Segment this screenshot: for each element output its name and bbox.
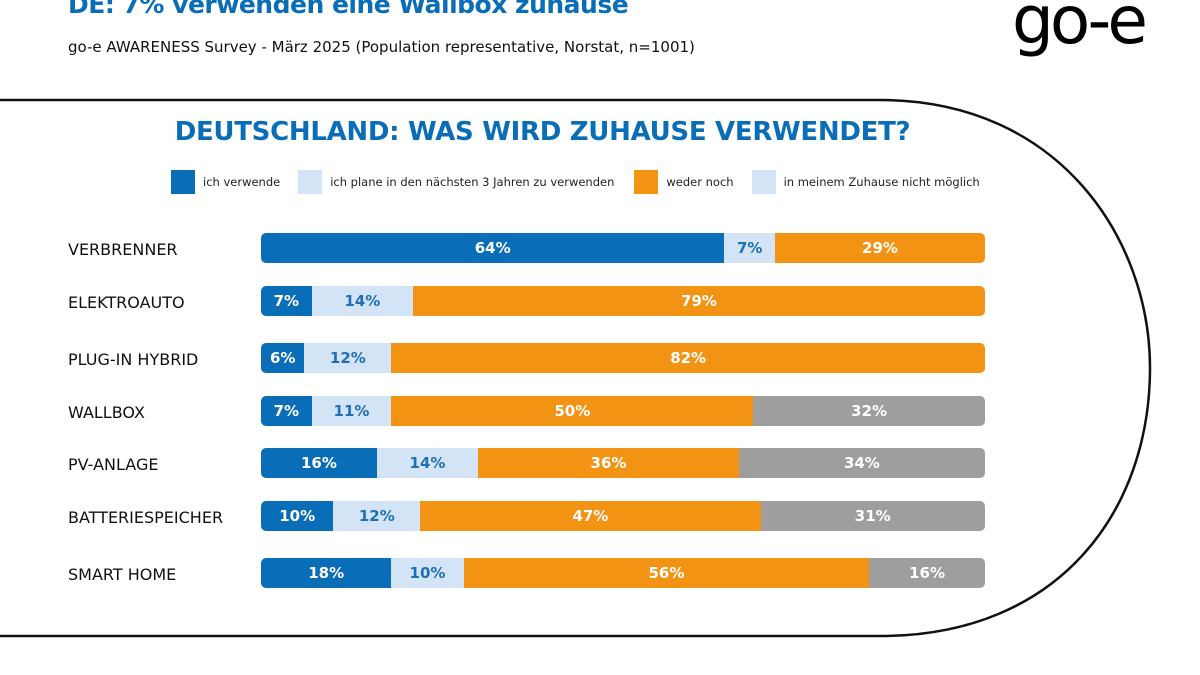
data-label: 18% (308, 564, 345, 582)
bar-segment: 14% (311, 286, 414, 316)
data-label: 14% (409, 454, 446, 472)
bar-segment: 29% (775, 233, 985, 263)
legend-swatch (298, 170, 323, 194)
data-label: 47% (572, 507, 609, 525)
legend-swatch (634, 170, 659, 194)
data-label: 29% (862, 239, 898, 257)
bar-row: PLUG-IN HYBRID 6% 12% 82% (68, 343, 988, 373)
category-label: WALLBOX (68, 403, 145, 422)
bar-row: SMART HOME 18% 10% 56% 16% (68, 558, 988, 588)
stacked-bar: 7% 11% 50% 32% (261, 396, 985, 426)
bar-segment: 79% (413, 286, 985, 316)
stacked-bar: 64% 7% 29% (261, 233, 985, 263)
bar-segment: 82% (391, 343, 985, 373)
bar-segment: 10% (261, 501, 334, 531)
bar-row: WALLBOX 7% 11% 50% 32% (68, 396, 988, 426)
bar-segment: 56% (463, 558, 870, 588)
data-label: 56% (648, 564, 685, 582)
data-label: 11% (333, 402, 370, 420)
bar-segment: 7% (261, 286, 312, 316)
data-label: 36% (590, 454, 627, 472)
bar-segment: 7% (261, 396, 312, 426)
bar-row: PV-ANLAGE 16% 14% 36% 34% (68, 448, 988, 478)
bar-segment: 31% (760, 501, 985, 531)
data-label: 64% (474, 239, 511, 257)
legend-label: weder noch (666, 175, 734, 189)
data-label: 7% (273, 292, 300, 310)
legend-label: ich verwende (203, 175, 281, 189)
data-label: 16% (300, 454, 337, 472)
data-label: 10% (409, 564, 446, 582)
legend: ich verwende ich plane in den nächsten 3 … (171, 170, 998, 194)
data-label: 12% (358, 507, 395, 525)
chart-title: DEUTSCHLAND: WAS WIRD ZUHAUSE VERWENDET? (174, 117, 911, 147)
legend-item: in meinem Zuhause nicht möglich (751, 170, 980, 194)
bar-segment: 16% (869, 558, 985, 588)
data-label: 16% (909, 564, 945, 582)
data-label: 79% (681, 292, 717, 310)
bar-segment: 32% (753, 396, 985, 426)
legend-label: ich plane in den nächsten 3 Jahren zu ve… (330, 175, 615, 189)
bar-segment: 12% (304, 343, 392, 373)
bar-row: ELEKTROAUTO 7% 14% 79% (68, 286, 988, 316)
bar-segment: 14% (376, 448, 479, 478)
category-label: PLUG-IN HYBRID (68, 350, 199, 369)
bar-segment: 7% (724, 233, 776, 263)
page-subtitle: go-e AWARENESS Survey - März 2025 (Popul… (68, 38, 695, 56)
legend-swatch (751, 170, 776, 194)
bar-segment: 64% (261, 233, 725, 263)
stacked-bar: 10% 12% 47% 31% (261, 501, 985, 531)
bar-segment: 50% (391, 396, 754, 426)
data-label: 6% (269, 349, 296, 367)
data-label: 34% (843, 454, 880, 472)
data-label: 82% (670, 349, 707, 367)
category-label: BATTERIESPEICHER (68, 508, 224, 527)
page-title: DE: 7% verwenden eine Wallbox zuhause (68, 0, 629, 19)
bar-segment: 34% (738, 448, 985, 478)
bar-segment: 18% (261, 558, 392, 588)
legend-item: ich verwende (171, 170, 280, 194)
bar-row: VERBRENNER 64% 7% 29% (68, 233, 988, 263)
category-label: ELEKTROAUTO (68, 293, 185, 312)
data-label: 10% (279, 507, 316, 525)
legend-item: ich plane in den nächsten 3 Jahren zu ve… (298, 170, 614, 194)
data-label: 50% (554, 402, 591, 420)
bar-segment: 47% (420, 501, 761, 531)
data-label: 31% (854, 507, 891, 525)
category-label: VERBRENNER (68, 240, 178, 259)
data-label: 14% (344, 292, 381, 310)
bar-segment: 36% (478, 448, 739, 478)
legend-label: in meinem Zuhause nicht möglich (783, 175, 980, 189)
data-label: 12% (329, 349, 366, 367)
go-e-logo: go-e (1012, 0, 1148, 59)
bar-segment: 16% (261, 448, 377, 478)
bar-segment: 12% (333, 501, 421, 531)
stacked-bar: 16% 14% 36% 34% (261, 448, 985, 478)
bar-segment: 6% (261, 343, 305, 373)
data-label: 7% (736, 239, 763, 257)
legend-swatch (171, 170, 195, 194)
data-label: 7% (273, 402, 300, 420)
bar-row: BATTERIESPEICHER 10% 12% 47% 31% (68, 501, 988, 531)
category-label: PV-ANLAGE (68, 455, 159, 474)
bar-segment: 10% (391, 558, 464, 588)
bar-segment: 11% (311, 396, 392, 426)
legend-item: weder noch (634, 170, 734, 194)
stacked-bar: 18% 10% 56% 16% (261, 558, 985, 588)
stacked-bar: 7% 14% 79% (261, 286, 985, 316)
category-label: SMART HOME (68, 565, 177, 584)
stacked-bar: 6% 12% 82% (261, 343, 985, 373)
data-label: 32% (851, 402, 888, 420)
